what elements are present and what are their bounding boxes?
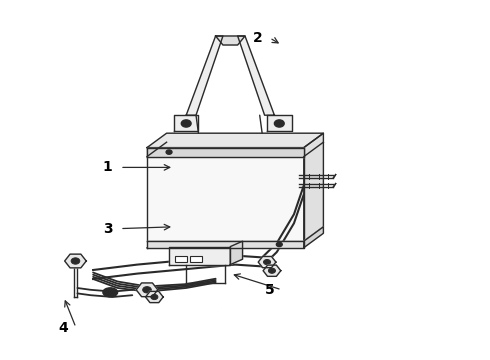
Circle shape bbox=[276, 242, 282, 247]
Circle shape bbox=[181, 120, 191, 127]
Polygon shape bbox=[304, 227, 323, 248]
Text: 3: 3 bbox=[103, 222, 113, 235]
Polygon shape bbox=[216, 36, 245, 45]
Bar bbox=[175, 256, 187, 262]
Polygon shape bbox=[230, 241, 243, 265]
Circle shape bbox=[71, 258, 80, 264]
Text: 4: 4 bbox=[59, 321, 69, 334]
Circle shape bbox=[166, 150, 172, 154]
Polygon shape bbox=[65, 254, 86, 268]
Polygon shape bbox=[169, 247, 230, 265]
Circle shape bbox=[274, 120, 284, 127]
Text: 1: 1 bbox=[103, 161, 113, 174]
Polygon shape bbox=[186, 36, 223, 115]
Polygon shape bbox=[147, 133, 323, 148]
Polygon shape bbox=[147, 148, 304, 157]
Circle shape bbox=[269, 268, 275, 273]
Ellipse shape bbox=[103, 288, 118, 297]
Polygon shape bbox=[147, 241, 304, 248]
Polygon shape bbox=[258, 256, 276, 268]
Bar bbox=[190, 256, 202, 262]
Polygon shape bbox=[263, 265, 281, 276]
Polygon shape bbox=[267, 115, 292, 131]
Circle shape bbox=[143, 287, 151, 293]
Polygon shape bbox=[146, 291, 163, 303]
Circle shape bbox=[151, 294, 158, 300]
Polygon shape bbox=[304, 133, 323, 241]
Text: 2: 2 bbox=[252, 31, 262, 45]
Polygon shape bbox=[136, 283, 158, 297]
Polygon shape bbox=[147, 148, 304, 241]
Polygon shape bbox=[238, 36, 274, 115]
Circle shape bbox=[264, 260, 270, 265]
Text: 5: 5 bbox=[265, 283, 274, 297]
Polygon shape bbox=[174, 115, 198, 131]
